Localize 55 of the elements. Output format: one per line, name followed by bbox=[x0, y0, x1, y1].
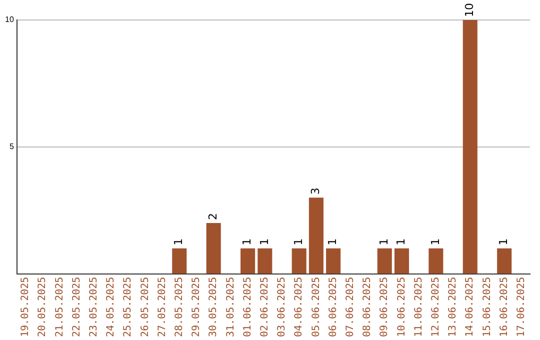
x-tick-label: 16.06.2025 bbox=[498, 276, 510, 338]
data-label: 1 bbox=[258, 238, 271, 246]
x-tick-label: 01.06.2025 bbox=[242, 276, 254, 338]
bar bbox=[428, 248, 444, 274]
data-label: 3 bbox=[309, 188, 322, 195]
data-label: 1 bbox=[394, 238, 408, 246]
x-tick-label: 11.06.2025 bbox=[413, 276, 424, 338]
x-tick-label: 25.05.2025 bbox=[122, 276, 134, 338]
x-tick-label: 17.06.2025 bbox=[516, 276, 528, 338]
x-tick-label: 23.05.2025 bbox=[88, 276, 100, 338]
x-tick-label: 04.06.2025 bbox=[294, 276, 305, 338]
bar bbox=[394, 248, 409, 274]
data-label: 1 bbox=[326, 238, 340, 246]
bar bbox=[326, 248, 341, 274]
data-label: 1 bbox=[240, 238, 254, 246]
data-label: 1 bbox=[428, 238, 442, 246]
x-tick-label: 28.05.2025 bbox=[174, 276, 185, 338]
x-tick-label: 06.06.2025 bbox=[328, 276, 339, 338]
x-tick-label: 14.06.2025 bbox=[464, 276, 476, 338]
bar bbox=[462, 20, 478, 274]
bar bbox=[497, 248, 512, 274]
bar bbox=[292, 248, 306, 274]
x-tick-label: 22.05.2025 bbox=[71, 276, 82, 338]
data-label: 2 bbox=[206, 213, 220, 220]
x-tick-label: 19.05.2025 bbox=[20, 276, 32, 338]
x-tick-label: 15.06.2025 bbox=[482, 276, 493, 338]
y-tick-label: 5 bbox=[9, 142, 14, 152]
x-tick-label: 24.05.2025 bbox=[106, 276, 117, 338]
x-tick-label: 26.05.2025 bbox=[140, 276, 151, 338]
x-tick-label: 12.06.2025 bbox=[430, 276, 442, 338]
x-tick-label: 27.05.2025 bbox=[156, 276, 168, 338]
x-tick-label: 08.06.2025 bbox=[362, 276, 374, 338]
bar bbox=[258, 248, 272, 274]
bar bbox=[206, 223, 221, 274]
x-tick-label: 21.05.2025 bbox=[54, 276, 66, 338]
bar bbox=[377, 248, 392, 274]
x-tick-label: 29.05.2025 bbox=[191, 276, 202, 338]
x-tick-label: 05.06.2025 bbox=[310, 276, 322, 338]
x-tick-label: 31.05.2025 bbox=[225, 276, 236, 338]
data-label: 1 bbox=[292, 238, 305, 246]
data-label: 1 bbox=[377, 238, 390, 246]
bar bbox=[240, 248, 256, 274]
x-tick-label: 30.05.2025 bbox=[208, 276, 220, 338]
x-tick-label: 09.06.2025 bbox=[379, 276, 390, 338]
x-tick-label: 10.06.2025 bbox=[396, 276, 408, 338]
x-tick-label: 07.06.2025 bbox=[345, 276, 356, 338]
x-tick-label: 02.06.2025 bbox=[259, 276, 270, 338]
bar bbox=[308, 198, 324, 274]
x-tick-label: 03.06.2025 bbox=[276, 276, 288, 338]
x-tick-label: 20.05.2025 bbox=[37, 276, 48, 338]
x-tick-label: 13.06.2025 bbox=[448, 276, 459, 338]
data-label: 1 bbox=[497, 238, 510, 246]
data-label: 10 bbox=[463, 3, 476, 17]
bar bbox=[172, 248, 187, 274]
data-label: 1 bbox=[172, 238, 186, 246]
